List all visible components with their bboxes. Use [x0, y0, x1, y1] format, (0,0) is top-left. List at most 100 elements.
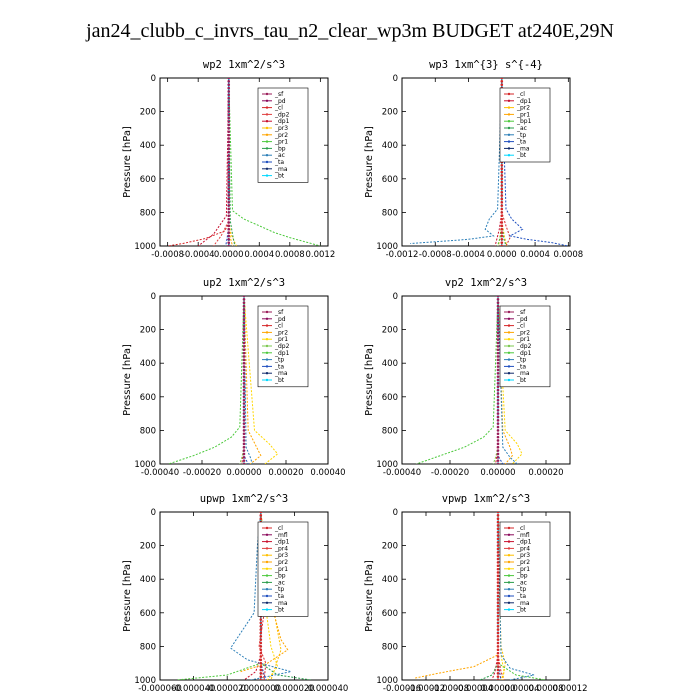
series-line-tp: [243, 296, 253, 464]
y-tick-label: 600: [382, 609, 398, 619]
y-tick-label: 800: [382, 426, 398, 436]
data-point: [496, 338, 500, 341]
data-point: [227, 241, 231, 244]
legend-label: _dp1: [274, 118, 290, 125]
x-tick-label: 0.00000: [480, 684, 515, 694]
data-point: [496, 567, 500, 571]
legend-label: _pr1: [516, 336, 530, 343]
y-tick-label: 800: [140, 642, 156, 652]
x-tick-label: 0.00000: [226, 468, 261, 478]
data-point: [496, 445, 500, 449]
legend-marker: [507, 92, 511, 96]
data-point: [242, 388, 246, 392]
y-tick-label: 400: [140, 359, 156, 369]
data-point: [496, 608, 500, 611]
legend-label: _pr1: [274, 139, 288, 146]
legend-marker: [265, 358, 269, 361]
data-point: [242, 296, 246, 298]
legend-marker: [265, 526, 269, 530]
legend-label: _bp: [516, 573, 528, 580]
legend-label: _pr2: [274, 559, 288, 566]
data-point: [496, 345, 500, 348]
data-point: [242, 308, 246, 311]
x-tick-label: -0.0004: [182, 250, 215, 260]
series-line-ac: [260, 512, 312, 680]
data-point: [496, 671, 500, 675]
data-point: [496, 587, 500, 591]
panel-title: wp3 1xm^{3} s^{-4}: [429, 59, 543, 71]
legend-label: _pr2: [274, 329, 288, 336]
panel-2: wp3 1xm^{3} s^{-4}02004006008001000-0.00…: [364, 59, 583, 260]
data-point: [242, 459, 246, 462]
data-point: [496, 408, 500, 412]
x-tick-label: -0.0008: [151, 250, 184, 260]
data-point: [242, 415, 246, 419]
data-point: [242, 382, 246, 385]
data-point: [500, 244, 504, 246]
data-point: [259, 668, 263, 672]
data-point: [496, 621, 500, 625]
legend-marker: [265, 167, 269, 170]
data-point: [259, 671, 263, 675]
series-line-ac: [479, 512, 499, 680]
data-point: [496, 395, 500, 399]
legend-marker: [265, 547, 269, 550]
y-tick-label: 1000: [376, 460, 398, 470]
data-point: [242, 405, 246, 409]
legend-marker: [507, 608, 511, 611]
data-point: [496, 665, 500, 668]
data-point: [259, 624, 263, 628]
data-point: [496, 675, 500, 678]
data-point: [242, 435, 246, 439]
data-point: [496, 358, 500, 362]
legend-label: _pr1: [274, 336, 288, 343]
legend-marker: [507, 365, 511, 368]
legend-marker: [507, 324, 511, 327]
data-point: [259, 514, 263, 517]
data-point: [496, 658, 500, 662]
legend-label: _pr4: [516, 545, 530, 552]
legend-marker: [507, 601, 511, 604]
legend-marker: [507, 120, 511, 123]
data-point: [227, 190, 231, 194]
data-point: [227, 237, 231, 241]
data-point: [227, 120, 231, 123]
data-point: [227, 167, 231, 171]
data-point: [259, 628, 263, 631]
data-point: [227, 231, 231, 234]
data-point: [496, 429, 500, 432]
legend-label: _pr2: [516, 105, 530, 112]
data-point: [242, 298, 246, 301]
legend-marker: [265, 601, 269, 604]
legend-marker: [507, 133, 511, 136]
series-line-bp: [176, 512, 262, 680]
data-point: [242, 341, 246, 345]
y-tick-label: 800: [382, 642, 398, 652]
y-tick-label: 200: [140, 542, 156, 552]
legend-marker: [265, 310, 269, 314]
data-point: [496, 540, 500, 544]
y-tick-label: 0: [393, 292, 398, 302]
legend-marker: [265, 588, 269, 591]
data-point: [242, 385, 246, 389]
data-point: [496, 512, 500, 514]
y-tick-label: 400: [140, 141, 156, 151]
data-point: [227, 96, 231, 100]
data-point: [259, 651, 263, 655]
legend-marker: [265, 92, 269, 96]
legend-label: _pr4: [274, 545, 288, 552]
data-point: [259, 621, 263, 625]
panel-title: wp2 1xm^2/s^3: [203, 59, 285, 71]
legend-marker: [265, 154, 269, 157]
legend-label: _ta: [274, 593, 284, 600]
data-point: [259, 648, 263, 652]
x-tick-label: -0.00020: [183, 468, 221, 478]
data-point: [242, 314, 246, 318]
data-point: [496, 564, 500, 568]
data-point: [242, 371, 246, 375]
legend-marker: [507, 567, 511, 570]
data-point: [242, 378, 246, 382]
legend-label: _tp: [274, 357, 284, 364]
data-point: [242, 338, 246, 341]
data-point: [242, 425, 246, 429]
